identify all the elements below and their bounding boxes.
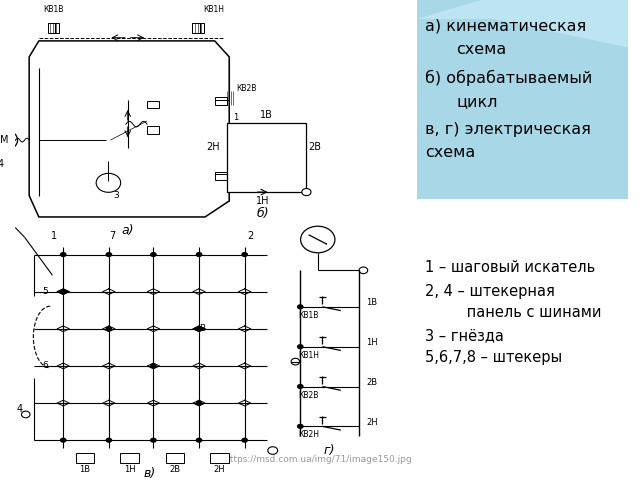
Text: 1Н: 1Н	[124, 465, 135, 474]
Text: 2: 2	[234, 124, 239, 133]
Text: в): в)	[144, 467, 156, 480]
Text: б) обрабатываемый: б) обрабатываемый	[425, 70, 592, 86]
Text: 3: 3	[113, 191, 119, 200]
Circle shape	[301, 226, 335, 253]
Text: 4: 4	[0, 158, 3, 168]
Text: 3 – гнёзда: 3 – гнёзда	[425, 328, 504, 343]
Text: 1: 1	[51, 231, 57, 240]
Text: КВ2Н: КВ2Н	[236, 159, 257, 168]
Circle shape	[21, 411, 30, 418]
Bar	[76, 453, 94, 463]
Text: 5: 5	[42, 287, 47, 296]
Text: КВ1В: КВ1В	[44, 5, 64, 14]
Circle shape	[196, 400, 202, 406]
Text: а): а)	[122, 224, 134, 237]
Circle shape	[359, 267, 368, 274]
Circle shape	[196, 252, 202, 257]
Bar	[211, 453, 229, 463]
Circle shape	[150, 363, 157, 369]
Text: 1В: 1В	[260, 110, 273, 120]
Bar	[120, 453, 139, 463]
Bar	[166, 453, 184, 463]
Circle shape	[106, 326, 112, 331]
Bar	[215, 172, 227, 180]
Text: а) кинематическая: а) кинематическая	[425, 19, 586, 34]
Circle shape	[60, 252, 67, 257]
Circle shape	[0, 130, 17, 151]
Circle shape	[241, 252, 248, 257]
Text: 2, 4 – штекерная: 2, 4 – штекерная	[425, 284, 555, 299]
Circle shape	[60, 438, 67, 443]
Text: цикл: цикл	[456, 95, 498, 109]
Text: схема: схема	[456, 42, 507, 57]
Text: 1 – шаговый искатель: 1 – шаговый искатель	[425, 261, 595, 276]
Bar	[215, 97, 227, 105]
Circle shape	[241, 438, 248, 443]
Text: 5,6,7,8 – штекеры: 5,6,7,8 – штекеры	[425, 349, 562, 365]
Polygon shape	[57, 289, 69, 295]
Text: https://msd.com.ua/img/71/image150.jpg: https://msd.com.ua/img/71/image150.jpg	[224, 455, 412, 464]
Text: 2В: 2В	[170, 465, 180, 474]
Circle shape	[106, 438, 112, 443]
Polygon shape	[193, 326, 205, 332]
Circle shape	[196, 438, 202, 443]
Circle shape	[150, 252, 157, 257]
Text: 2: 2	[248, 231, 254, 240]
Circle shape	[297, 344, 303, 349]
Text: схема: схема	[425, 145, 475, 160]
Text: КВ1Н: КВ1Н	[203, 5, 224, 14]
Circle shape	[96, 173, 121, 192]
Circle shape	[297, 384, 303, 389]
Bar	[147, 100, 159, 108]
Text: в, г) электрическая: в, г) электрическая	[425, 122, 591, 137]
Text: 2В: 2В	[308, 143, 321, 152]
Text: панель с шинами: панель с шинами	[425, 305, 601, 321]
Text: КВ2В: КВ2В	[236, 84, 257, 94]
Text: КВ1Н: КВ1Н	[298, 351, 319, 360]
Text: 7: 7	[109, 231, 115, 240]
Text: КВ2В: КВ2В	[298, 391, 318, 399]
Circle shape	[268, 447, 278, 455]
Circle shape	[150, 438, 157, 443]
Circle shape	[297, 304, 303, 310]
Text: 2Н: 2Н	[207, 143, 220, 152]
Text: 1Н: 1Н	[256, 196, 269, 205]
Text: В: В	[199, 324, 205, 333]
Text: 6: 6	[42, 361, 47, 371]
Polygon shape	[417, 0, 628, 48]
Text: КВ1В: КВ1В	[298, 311, 318, 320]
Text: 1Н: 1Н	[367, 338, 378, 347]
Circle shape	[106, 252, 112, 257]
Bar	[193, 23, 204, 33]
Circle shape	[60, 289, 67, 294]
Text: г): г)	[324, 444, 335, 457]
Text: КВ2Н: КВ2Н	[298, 431, 319, 439]
Text: M₁: M₁	[104, 180, 113, 186]
Text: 2Н: 2Н	[367, 418, 378, 427]
Text: M: M	[0, 135, 8, 145]
Bar	[47, 23, 59, 33]
Circle shape	[297, 424, 303, 429]
Bar	[227, 123, 307, 192]
Text: 4: 4	[17, 404, 22, 414]
Text: 1В: 1В	[367, 298, 378, 307]
Polygon shape	[417, 0, 628, 199]
Text: 1В: 1В	[79, 465, 90, 474]
Circle shape	[302, 189, 311, 196]
Text: б): б)	[256, 207, 269, 220]
Text: 1: 1	[234, 113, 239, 122]
Text: 2В: 2В	[367, 378, 378, 387]
Circle shape	[291, 358, 300, 365]
Bar	[147, 126, 159, 134]
Text: 2Н: 2Н	[214, 465, 225, 474]
